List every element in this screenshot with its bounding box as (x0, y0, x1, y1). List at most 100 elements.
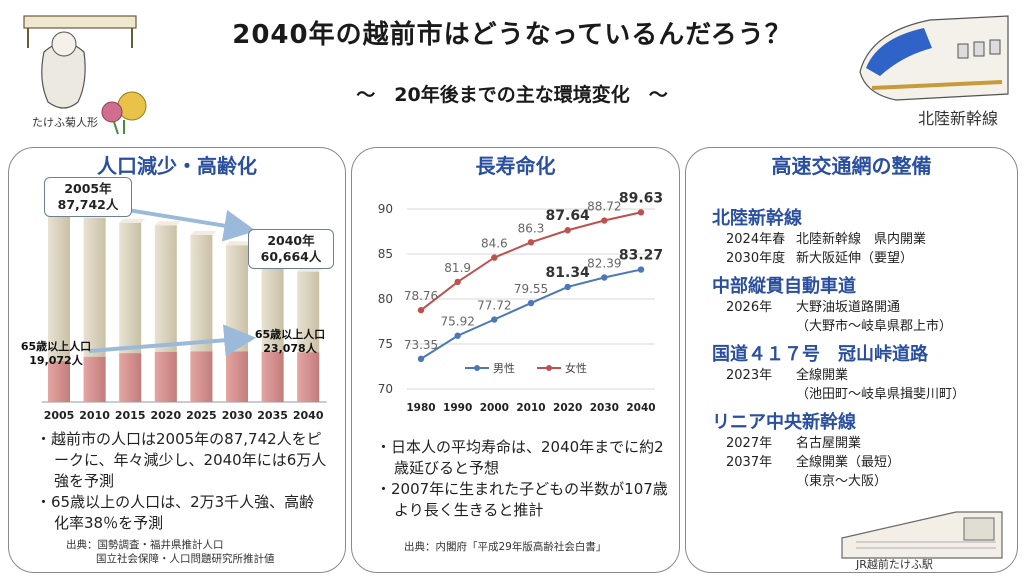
transport-panel: 高速交通網の整備 (685, 147, 1018, 573)
population-bar-top (154, 221, 181, 226)
longevity-notes: ・日本人の平均寿命は、2040年までに約2歳延びると予想 ・2007年に生まれた… (376, 437, 672, 521)
transport-year: 2027年 (726, 436, 773, 451)
station-caption: JR越前たけふ駅 (855, 557, 933, 571)
population-note-1: ・越前市の人口は2005年の87,742人をピークに、年々減少し、2040年には… (36, 430, 327, 490)
elderly-bar (261, 351, 284, 402)
elderly-bar (48, 360, 70, 402)
transport-event: 全線開業（最短） (796, 455, 901, 470)
transport-year (712, 472, 796, 491)
callout-2040: 2040年 60,664人 (248, 229, 334, 269)
life-expectancy-line-chart: 70 75 80 85 90 1980 1990 2000 2010 2020 2030 2040 73… (378, 190, 663, 414)
female-value-label: 88.72 (587, 200, 621, 214)
population-bar-top (119, 218, 146, 223)
male-value-label: 77.72 (477, 299, 511, 313)
elderly-bar (83, 356, 106, 402)
transport-row: （大野市～岐阜県郡上市） (712, 317, 1002, 336)
population-panel-title: 人口減少・高齢化 (97, 154, 257, 178)
longevity-note-2: ・2007年に生まれた子どもの半数が107歳より長く生きると推計 (376, 480, 668, 519)
transport-year (712, 385, 796, 404)
population-bar-top (226, 241, 252, 246)
transport-year (712, 317, 796, 336)
transport-section-route-417: 国道４１７号 冠山峠道路 2023年 全線開業 （池田町～岐阜県揖斐川町） (712, 340, 1002, 404)
elderly-label-2005: 65歳以上人口 19,072人 (20, 340, 92, 367)
female-value-label: 78.76 (404, 289, 438, 303)
page-subtitle: ～ 20年後までの主な環境変化 ～ (356, 84, 668, 106)
left-illustration-caption: たけふ菊人形 (32, 116, 98, 129)
legend-marker (546, 365, 552, 371)
transport-row: 2023年 全線開業 (712, 366, 1002, 385)
population-note-2: ・65歳以上の人口は、2万3千人強、高齢化率38％を予測 (36, 493, 315, 532)
transport-year: 2030年度 (726, 251, 786, 266)
y-tick-label: 80 (378, 292, 393, 306)
female-data-point (417, 306, 425, 314)
elderly-bar (119, 353, 142, 402)
population-source-line-1: 出典：国勢調査・福井県推計人口 (66, 539, 224, 551)
legend-label: 男性 (493, 361, 515, 375)
transport-heading: 国道４１７号 冠山峠道路 (712, 344, 928, 365)
x-tick-label: 2000 (480, 402, 509, 414)
longevity-source: 出典：内閣府「平成29年版高齢社会白書」 (404, 541, 607, 553)
longevity-panel-title: 長寿命化 (475, 154, 556, 178)
elderly-bar (190, 351, 213, 402)
female-value-label: 87.64 (546, 208, 591, 224)
x-tick-label: 1980 (406, 402, 435, 414)
male-value-label: 79.55 (514, 282, 548, 296)
x-tick-label: 2030 (222, 409, 253, 422)
transport-year: 2037年 (726, 455, 773, 470)
station-illustration: JR越前たけふ駅 (841, 511, 1003, 571)
male-data-point (527, 299, 535, 307)
transport-event: 新大阪延伸（要望） (796, 251, 914, 266)
y-tick-label: 85 (378, 247, 393, 261)
female-data-point (637, 209, 645, 216)
transport-year: 2024年春 (726, 232, 786, 247)
transport-event: 全線開業 (796, 368, 849, 383)
population-source-line-2: 国立社会保障・人口問題研究所推計値 (96, 553, 275, 565)
female-value-label: 81.9 (444, 261, 471, 275)
male-value-label: 73.35 (404, 338, 438, 352)
right-illustration-caption: 北陸新幹線 (918, 109, 998, 128)
legend-marker (474, 365, 480, 371)
transport-year: 2026年 (726, 300, 773, 315)
x-tick-label: 2040 (293, 409, 324, 422)
transport-row: 2037年 全線開業（最短） (712, 453, 1002, 472)
x-tick-label: 2005 (44, 409, 75, 422)
shinkansen-illustration: 北陸新幹線 (859, 15, 1009, 128)
transport-row: 2024年春 北陸新幹線 県内開業 (712, 230, 1002, 249)
population-source: 出典：国勢調査・福井県推計人口 国立社会保障・人口問題研究所推計値 (66, 538, 336, 566)
x-tick-label: 2015 (115, 409, 146, 422)
longevity-note-1: ・日本人の平均寿命は、2040年までに約2歳延びると予想 (376, 438, 664, 477)
population-notes: ・越前市の人口は2005年の87,742人をピークに、年々減少し、2040年には… (36, 429, 328, 534)
x-tick-label: 2035 (257, 409, 288, 422)
transport-row: 2026年 大野油坂道路開通 (712, 298, 1002, 317)
y-tick-label: 70 (378, 382, 393, 396)
female-data-point (454, 278, 461, 286)
transport-event: （池田町～岐阜県揖斐川町） (796, 387, 966, 402)
male-data-point (417, 355, 425, 363)
female-data-point (601, 217, 608, 224)
transport-event: 北陸新幹線 県内開業 (796, 232, 927, 247)
transport-year: 2023年 (726, 368, 773, 383)
population-bar (83, 217, 106, 402)
transport-list: 北陸新幹線 2024年春 北陸新幹線 県内開業 2030年度 新大阪延伸（要望） 中… (712, 200, 1002, 491)
female-value-label: 89.63 (619, 190, 663, 206)
transport-event: （東京～大阪） (796, 474, 888, 489)
transport-row: （池田町～岐阜県揖斐川町） (712, 385, 1002, 404)
x-tick-label: 2020 (553, 402, 582, 414)
elderly-trend-arrow (88, 324, 257, 357)
y-tick-label: 75 (378, 337, 393, 351)
female-value-label: 84.6 (481, 237, 508, 251)
x-tick-label: 2025 (186, 409, 217, 422)
male-value-label: 82.39 (587, 256, 621, 270)
elderly-bar (297, 352, 320, 402)
x-tick-label: 2030 (590, 402, 619, 414)
female-data-point (491, 254, 498, 261)
transport-section-shinkansen: 北陸新幹線 2024年春 北陸新幹線 県内開業 2030年度 新大阪延伸（要望） (712, 204, 1002, 268)
x-tick-label: 2010 (79, 409, 110, 422)
transport-row: 2030年度 新大阪延伸（要望） (712, 249, 1002, 268)
transport-heading: 中部縦貫自動車道 (712, 276, 856, 297)
transport-heading: リニア中央新幹線 (712, 412, 856, 433)
population-bar-top (190, 230, 217, 235)
male-value-label: 83.27 (619, 248, 663, 264)
transport-section-chubu-expressway: 中部縦貫自動車道 2026年 大野油坂道路開通 （大野市～岐阜県郡上市） (712, 272, 1002, 336)
male-value-label: 75.92 (440, 315, 474, 329)
